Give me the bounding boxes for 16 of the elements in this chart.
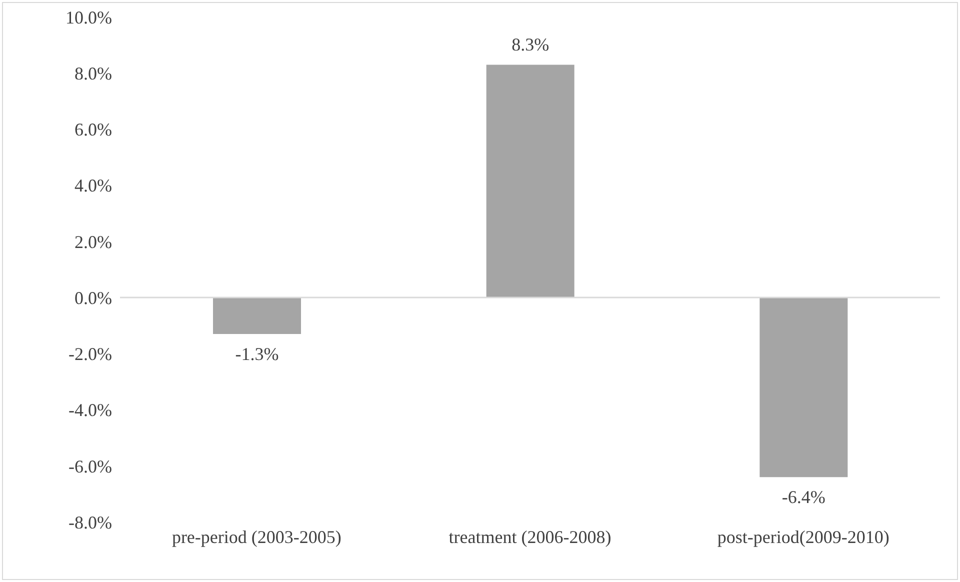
y-tick-label: 2.0% bbox=[74, 232, 112, 252]
y-tick-label: 6.0% bbox=[74, 120, 112, 140]
x-tick-label: treatment (2006-2008) bbox=[448, 526, 612, 547]
y-tick-label: 10.0% bbox=[66, 7, 112, 28]
data-label: 8.3% bbox=[512, 34, 550, 55]
y-tick-label: -2.0% bbox=[68, 344, 112, 364]
data-label: -1.3% bbox=[235, 344, 279, 364]
x-tick-label: pre-period (2003-2005) bbox=[172, 526, 342, 547]
y-tick-label: 0.0% bbox=[74, 288, 112, 308]
y-tick-label: -4.0% bbox=[68, 400, 112, 420]
x-tick-label: post-period(2009-2010) bbox=[717, 526, 890, 547]
y-tick-label: 4.0% bbox=[74, 176, 112, 196]
y-tick-label: -8.0% bbox=[68, 512, 112, 532]
y-tick-label: 8.0% bbox=[74, 64, 112, 84]
y-tick-label: -6.0% bbox=[68, 456, 112, 476]
data-label: -6.4% bbox=[782, 487, 826, 508]
